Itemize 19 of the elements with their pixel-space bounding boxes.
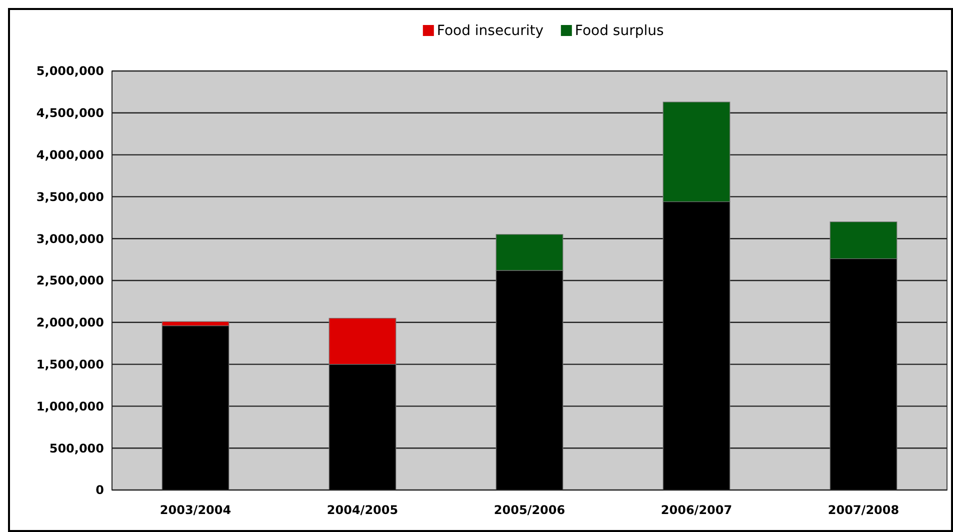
y-tick-label: 3,500,000: [36, 190, 104, 204]
y-tick-label: 3,000,000: [36, 232, 104, 246]
y-tick-label: 1,000,000: [36, 399, 104, 414]
y-tick-label: 5,000,000: [36, 64, 104, 78]
legend-label: Food insecurity: [436, 23, 544, 39]
bar: [162, 325, 230, 490]
x-tick-label: 2005/2006: [494, 503, 566, 517]
y-tick-label: 0: [96, 483, 104, 498]
y-tick-label: 500,000: [49, 441, 104, 456]
x-tick-label: 2003/2004: [160, 503, 232, 517]
y-tick-label: 1,500,000: [36, 358, 104, 372]
x-tick-label: 2006/2007: [660, 503, 732, 517]
y-tick-label: 4,000,000: [36, 148, 104, 162]
x-tick-label: 2007/2008: [828, 503, 900, 517]
y-tick-label: 2,000,000: [36, 316, 104, 330]
x-tick-label: 2004/2005: [326, 503, 398, 517]
y-tick-label: 2,500,000: [36, 274, 104, 288]
y-tick-label: 4,500,000: [36, 106, 104, 120]
legend-label: Food surplus: [574, 23, 664, 39]
